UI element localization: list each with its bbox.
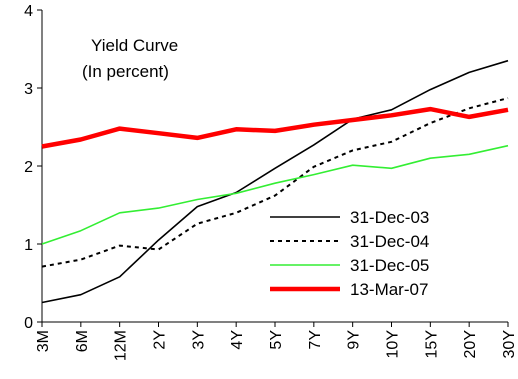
y-axis-ticks: 0 1 2 3 4: [24, 3, 42, 332]
series-line-13-mar-07: [41, 106, 509, 149]
series-line-31-dec-03: [41, 59, 509, 304]
chart-title: Yield Curve: [91, 36, 178, 55]
series-line-31-dec-05: [41, 144, 509, 245]
y-tick-label: 1: [24, 237, 33, 254]
x-tick-label: 3M: [35, 330, 52, 352]
y-tick-label: 3: [24, 81, 33, 98]
series-lines: [41, 59, 509, 304]
chart-subtitle: (In percent): [82, 62, 169, 81]
x-axis-ticks: 3M 6M 12M 2Y 3Y 4Y 5Y 7Y 9Y 10Y 15Y 20Y 30Y: [35, 322, 518, 361]
y-tick-label: 4: [24, 3, 33, 20]
x-tick-label: 6M: [74, 330, 91, 352]
series-line-31-dec-04: [41, 97, 509, 268]
y-tick-label: 0: [24, 315, 33, 332]
chart-legend: 31-Dec-03 31-Dec-04 31-Dec-05 13-Mar-07: [270, 208, 429, 299]
x-tick-label: 15Y: [423, 330, 440, 359]
legend-label: 13-Mar-07: [350, 280, 428, 299]
x-tick-label: 30Y: [501, 330, 518, 359]
legend-label: 31-Dec-04: [350, 232, 429, 251]
x-tick-label: 4Y: [229, 330, 246, 350]
x-tick-label: 12M: [113, 330, 130, 361]
x-tick-label: 9Y: [346, 330, 363, 350]
x-tick-label: 20Y: [462, 330, 479, 359]
x-tick-label: 5Y: [268, 330, 285, 350]
x-tick-label: 3Y: [190, 330, 207, 350]
x-tick-label: 7Y: [307, 330, 324, 350]
x-tick-label: 2Y: [152, 330, 169, 350]
plot-area: [41, 10, 508, 323]
y-tick-label: 2: [24, 159, 33, 176]
x-tick-label: 10Y: [385, 330, 402, 359]
legend-label: 31-Dec-03: [350, 208, 429, 227]
legend-label: 31-Dec-05: [350, 256, 429, 275]
